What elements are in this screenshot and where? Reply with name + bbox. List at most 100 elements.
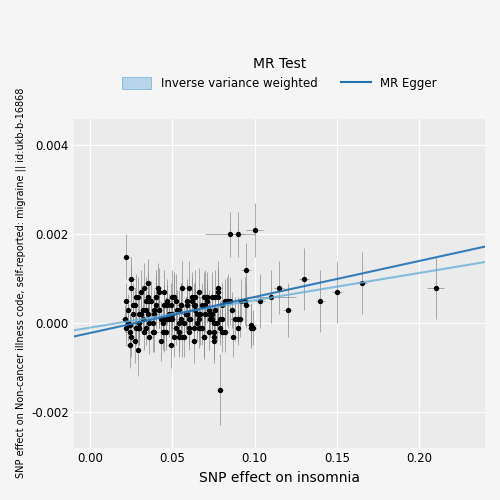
Point (136, 324, 143, 332)
Point (124, 306, 132, 314)
Point (196, 324, 204, 332)
Point (132, 324, 140, 332)
Point (164, 302, 172, 310)
Point (190, 324, 198, 332)
Point (155, 288, 163, 296)
Point (234, 230, 242, 238)
Y-axis label: SNP effect on Non-cancer illness code, self-reported: migraine || id:ukb-b-16868: SNP effect on Non-cancer illness code, s… (15, 88, 26, 478)
Point (185, 314, 193, 322)
Point (248, 322, 256, 330)
Point (175, 319, 183, 327)
Point (134, 292, 142, 300)
Point (216, 324, 224, 332)
Point (218, 302, 226, 310)
Point (160, 328, 168, 336)
Point (152, 292, 160, 300)
Point (210, 328, 218, 336)
Point (165, 310, 173, 318)
Point (168, 310, 176, 318)
Point (190, 302, 198, 310)
Point (218, 328, 226, 336)
Point (172, 324, 179, 332)
Point (175, 328, 183, 336)
Point (146, 332, 154, 340)
Point (213, 319, 221, 327)
Point (130, 337, 138, 345)
Point (137, 288, 145, 296)
Point (202, 292, 209, 300)
Point (208, 314, 216, 322)
X-axis label: SNP effect on insomnia: SNP effect on insomnia (199, 471, 360, 485)
Point (241, 297, 249, 305)
Point (226, 230, 234, 238)
Point (210, 337, 218, 345)
Point (182, 310, 190, 318)
Point (170, 332, 178, 340)
Point (126, 322, 134, 330)
Point (168, 314, 176, 322)
Point (185, 324, 193, 332)
Point (183, 310, 191, 318)
Point (190, 337, 198, 345)
Point (216, 386, 224, 394)
Point (144, 279, 152, 287)
Point (186, 314, 194, 322)
Point (166, 302, 174, 310)
Point (231, 314, 239, 322)
Point (234, 324, 242, 332)
Point (158, 319, 166, 327)
Point (221, 328, 229, 336)
Point (193, 310, 201, 318)
Point (203, 292, 211, 300)
Point (180, 319, 188, 327)
Point (147, 297, 155, 305)
Point (142, 297, 150, 305)
Point (170, 292, 178, 300)
Point (146, 297, 154, 305)
Point (122, 324, 130, 332)
Point (194, 288, 202, 296)
Point (144, 310, 152, 318)
Point (155, 306, 163, 314)
Point (185, 328, 193, 336)
Point (165, 314, 173, 322)
Point (224, 297, 232, 305)
Point (155, 306, 163, 314)
Point (160, 288, 168, 296)
Point (188, 292, 196, 300)
Point (132, 292, 140, 300)
Point (128, 274, 136, 282)
Point (134, 346, 142, 354)
Point (136, 319, 143, 327)
Point (234, 314, 242, 322)
Point (214, 292, 222, 300)
Point (140, 284, 148, 292)
Point (129, 302, 137, 310)
Point (152, 292, 160, 300)
Point (136, 310, 143, 318)
Point (148, 319, 156, 327)
Point (168, 292, 176, 300)
Point (194, 324, 202, 332)
Point (333, 288, 341, 296)
Point (142, 324, 150, 332)
Point (214, 288, 222, 296)
Point (202, 310, 209, 318)
Point (236, 314, 244, 322)
Point (276, 284, 283, 292)
Point (208, 292, 216, 300)
Point (192, 292, 200, 300)
Point (122, 297, 130, 305)
Point (150, 328, 158, 336)
Point (226, 297, 234, 305)
Point (198, 302, 206, 310)
Point (142, 306, 150, 314)
Point (202, 302, 209, 310)
Point (150, 310, 158, 318)
Point (124, 319, 132, 327)
Point (150, 310, 158, 318)
Point (126, 328, 134, 336)
Point (165, 314, 173, 322)
Legend: Inverse variance weighted, MR Egger: Inverse variance weighted, MR Egger (117, 52, 442, 94)
Point (200, 332, 207, 340)
